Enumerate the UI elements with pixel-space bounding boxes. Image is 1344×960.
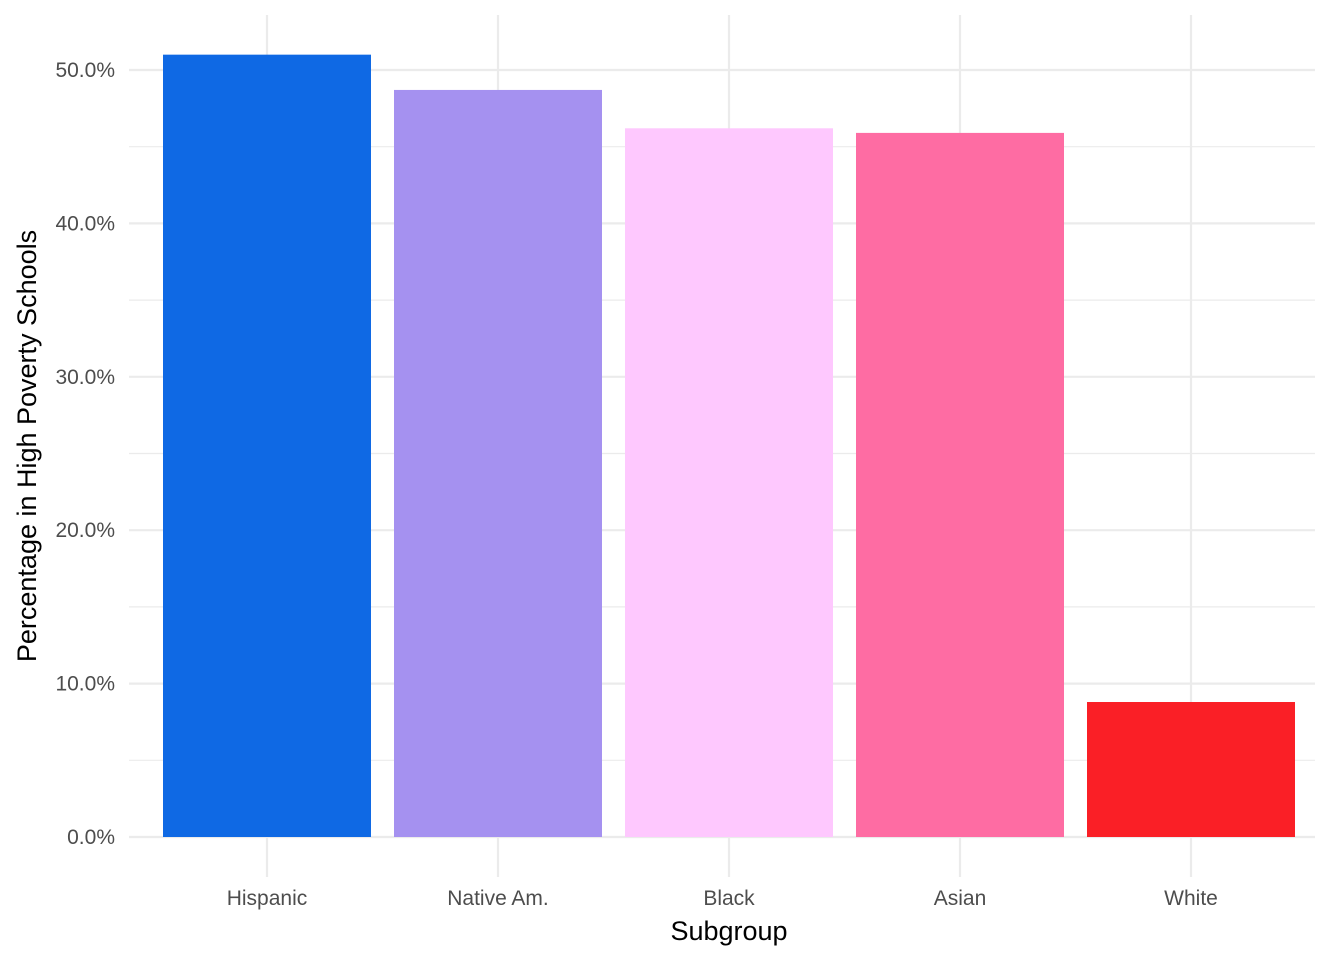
x-tick-label: Hispanic	[227, 887, 308, 910]
x-axis-tick-labels: Hispanic Native Am. Black Asian White	[227, 887, 1218, 910]
x-axis-title: Subgroup	[670, 916, 787, 946]
y-tick-label: 10.0%	[55, 673, 115, 696]
y-tick-label: 50.0%	[55, 59, 115, 82]
y-tick-label: 30.0%	[55, 366, 115, 389]
bar-asian	[856, 132, 1064, 838]
bars	[163, 54, 1295, 838]
y-axis-title: Percentage in High Poverty Schools	[12, 230, 42, 662]
bar-native-am	[394, 89, 602, 837]
x-tick-label: Native Am.	[447, 887, 549, 910]
y-tick-label: 0.0%	[67, 826, 115, 849]
y-axis-tick-labels: 0.0% 10.0% 20.0% 30.0% 40.0% 50.0%	[55, 59, 115, 849]
x-tick-label: Asian	[934, 887, 987, 910]
bar-white	[1087, 702, 1295, 837]
y-tick-label: 20.0%	[55, 519, 115, 542]
bar-black	[625, 128, 833, 838]
x-tick-label: Black	[703, 887, 755, 910]
bar-hispanic	[163, 54, 371, 838]
x-tick-label: White	[1164, 887, 1218, 910]
y-tick-label: 40.0%	[55, 212, 115, 235]
